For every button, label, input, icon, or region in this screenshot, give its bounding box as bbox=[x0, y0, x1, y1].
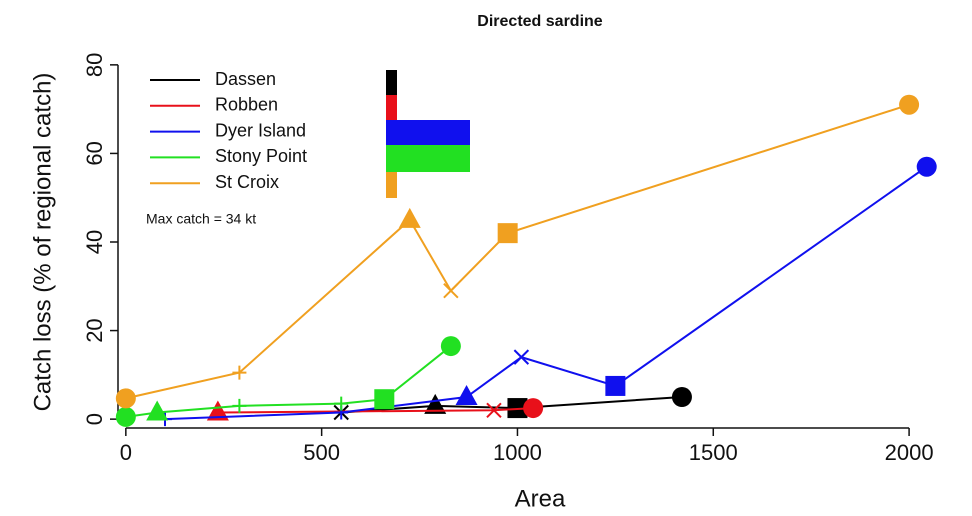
point bbox=[115, 406, 136, 427]
x-tick-label: 2000 bbox=[885, 440, 934, 465]
point bbox=[455, 385, 478, 405]
x-tick-label: 1500 bbox=[689, 440, 738, 465]
x-tick-label: 0 bbox=[120, 440, 132, 465]
point bbox=[232, 365, 247, 380]
series-line bbox=[164, 165, 928, 421]
y-tick-label: 60 bbox=[82, 141, 107, 165]
legend-label: Robben bbox=[215, 95, 278, 115]
legend-label: Dyer Island bbox=[215, 120, 306, 140]
x-axis-label: Area bbox=[515, 485, 566, 512]
x-tick-label: 1000 bbox=[493, 440, 542, 465]
point bbox=[398, 207, 421, 228]
y-tick-label: 40 bbox=[82, 230, 107, 254]
legend-label: St Croix bbox=[215, 172, 279, 192]
point bbox=[513, 349, 530, 365]
chart-title: Directed sardine bbox=[477, 13, 602, 30]
point bbox=[899, 94, 920, 115]
legend-label: Stony Point bbox=[215, 146, 307, 166]
point bbox=[916, 156, 937, 177]
x-tick-label: 500 bbox=[303, 440, 340, 465]
annotation: Max catch = 34 kt bbox=[146, 211, 256, 227]
point bbox=[374, 389, 395, 410]
legend-label: Dassen bbox=[215, 69, 276, 89]
point bbox=[206, 400, 229, 421]
point bbox=[115, 388, 136, 409]
point bbox=[523, 398, 544, 419]
point bbox=[486, 402, 502, 418]
series-line bbox=[125, 345, 452, 418]
y-tick-label: 80 bbox=[82, 53, 107, 77]
y-tick-label: 20 bbox=[82, 318, 107, 342]
point bbox=[440, 336, 461, 357]
point bbox=[334, 396, 349, 411]
y-tick-label: 0 bbox=[82, 413, 107, 425]
series-line bbox=[125, 103, 910, 400]
point bbox=[605, 375, 626, 396]
point bbox=[232, 398, 247, 413]
point bbox=[671, 387, 692, 407]
point bbox=[146, 400, 169, 421]
y-axis-label: Catch loss (% of regional catch) bbox=[29, 73, 56, 412]
point bbox=[443, 283, 459, 299]
point bbox=[424, 393, 447, 414]
point bbox=[497, 223, 518, 244]
inset-bars bbox=[386, 70, 470, 198]
